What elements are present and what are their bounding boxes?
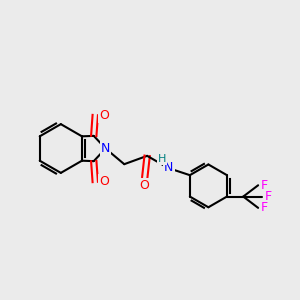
Text: O: O [140,179,149,192]
Text: H: H [158,154,166,164]
Text: N: N [101,142,110,155]
Text: F: F [261,179,268,192]
Text: N: N [164,161,173,174]
Text: O: O [99,109,109,122]
Text: F: F [261,201,268,214]
Text: O: O [99,176,109,188]
Text: F: F [265,190,272,203]
